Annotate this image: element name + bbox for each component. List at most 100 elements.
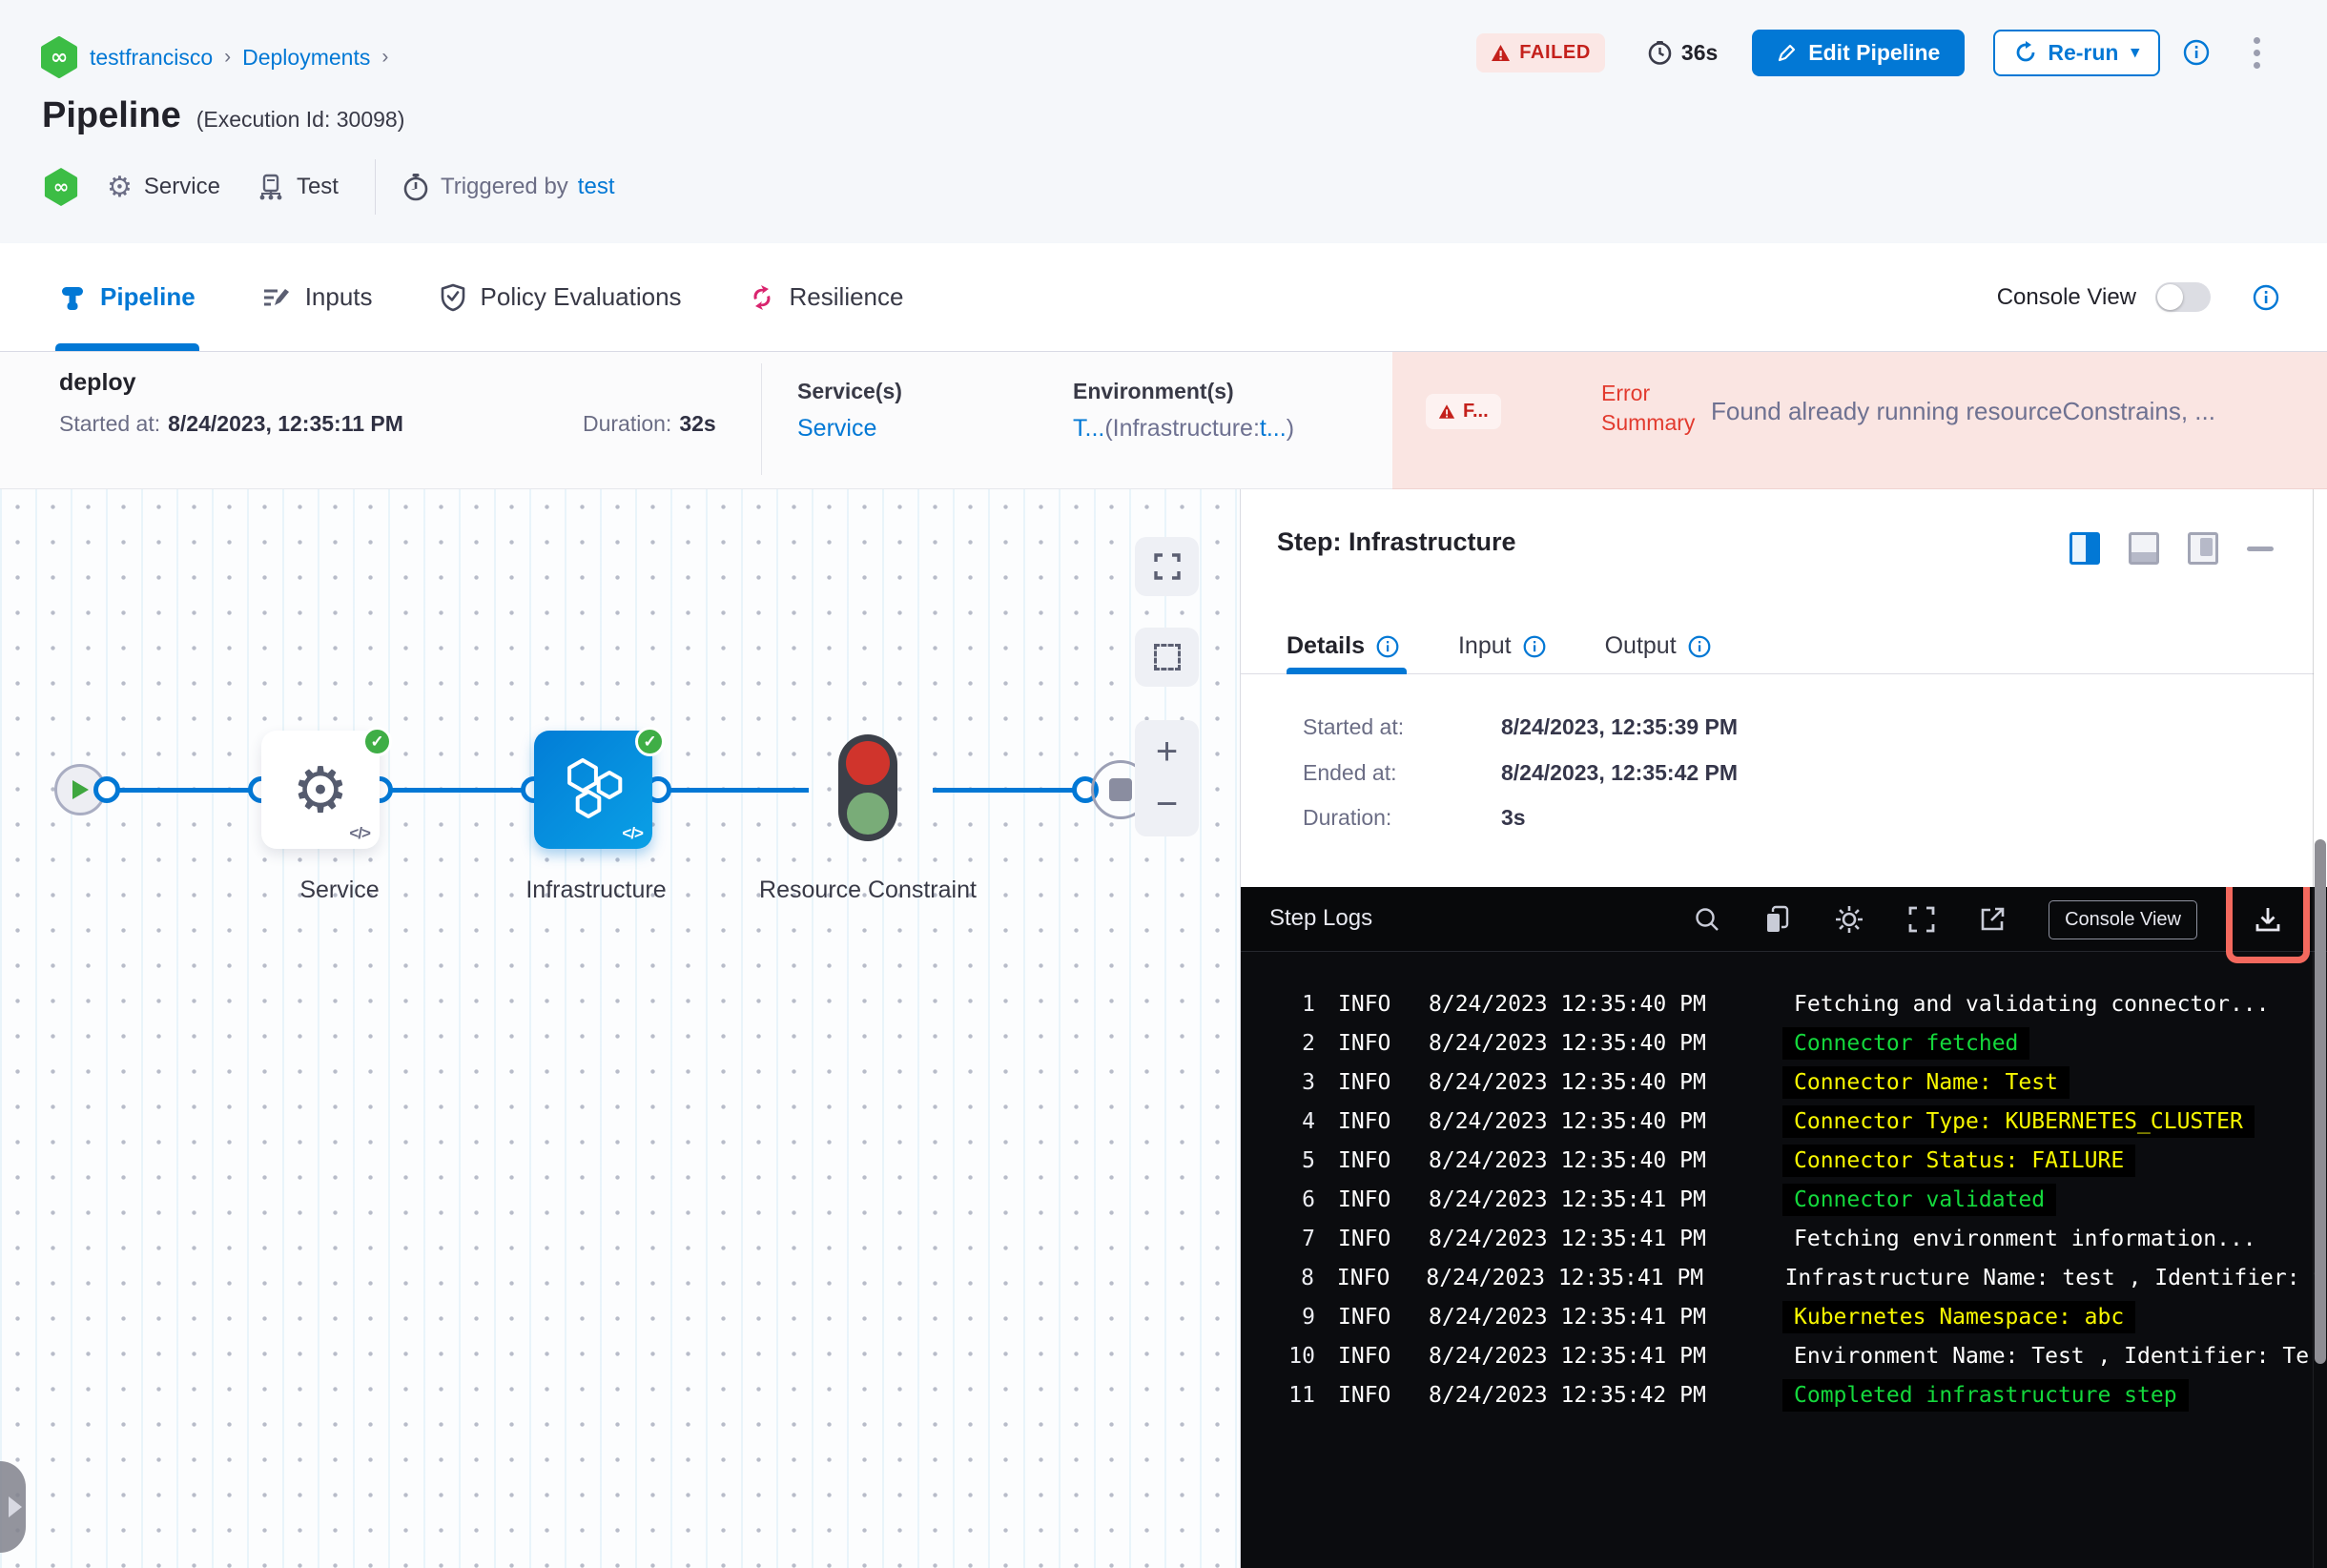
breadcrumb-separator-icon: › <box>224 46 232 68</box>
search-icon[interactable] <box>1694 906 1720 933</box>
node-infrastructure[interactable]: </> ✓ <box>534 727 665 849</box>
more-options-menu[interactable] <box>2250 33 2264 72</box>
node-resource-constraint[interactable] <box>838 734 897 841</box>
node-service[interactable]: ⚙ </> ✓ <box>261 727 392 849</box>
service-name[interactable]: Service <box>143 174 220 199</box>
left-panel-expander[interactable] <box>0 1461 26 1553</box>
log-level: INFO <box>1338 1108 1391 1134</box>
breadcrumb-deployments[interactable]: Deployments <box>242 44 371 70</box>
tab-pipeline[interactable]: Pipeline <box>55 243 199 351</box>
download-highlight-box <box>2226 887 2310 963</box>
environment-name[interactable]: Test <box>296 174 339 199</box>
stage-info: deploy Started at: 8/24/2023, 12:35:11 PM… <box>0 352 1392 489</box>
execution-tab-bar: Pipeline Inputs Policy Evaluations Resil… <box>0 243 2327 352</box>
tab-output[interactable]: Output <box>1605 619 1711 673</box>
play-icon <box>72 780 89 799</box>
console-view-toggle[interactable] <box>2155 282 2211 312</box>
log-line[interactable]: 10 INFO 8/24/2023 12:35:41 PM Environmen… <box>1241 1336 2327 1375</box>
info-icon[interactable] <box>2253 284 2279 311</box>
header-actions: FAILED 36s Edit Pipeline Re-run ▾ <box>1476 29 2264 76</box>
log-line[interactable]: 7 INFO 8/24/2023 12:35:41 PM Fetching en… <box>1241 1219 2327 1258</box>
log-timestamp: 8/24/2023 12:35:41 PM <box>1429 1226 1706 1251</box>
tab-input[interactable]: Input <box>1458 619 1546 673</box>
infrastructure-link[interactable]: t... <box>1259 415 1287 442</box>
log-level: INFO <box>1336 1265 1390 1290</box>
canvas-select-button[interactable] <box>1135 628 1199 687</box>
graph-edge <box>80 788 261 793</box>
open-in-new-icon[interactable] <box>1978 905 2007 934</box>
tab-inputs[interactable]: Inputs <box>262 243 373 351</box>
error-summary-message[interactable]: Found already running resourceConstrains… <box>1711 397 2215 425</box>
info-icon <box>1376 635 1399 657</box>
breadcrumb: ∞ testfrancisco › Deployments › <box>40 36 388 78</box>
log-line[interactable]: 1 INFO 8/24/2023 12:35:40 PM Fetching an… <box>1241 984 2327 1023</box>
layout-horizontal-split-icon[interactable] <box>2129 532 2159 565</box>
tab-resilience[interactable]: Resilience <box>749 243 903 351</box>
log-level: INFO <box>1338 1069 1391 1095</box>
log-rows[interactable]: 1 INFO 8/24/2023 12:35:40 PM Fetching an… <box>1241 952 2327 1568</box>
log-line[interactable]: 9 INFO 8/24/2023 12:35:41 PM Kubernetes … <box>1241 1297 2327 1336</box>
log-line[interactable]: 5 INFO 8/24/2023 12:35:40 PM Connector S… <box>1241 1141 2327 1180</box>
graph-edge <box>380 788 534 793</box>
pipeline-graph-canvas[interactable]: ⚙ </> ✓ Service </> ✓ Infrastructure Res… <box>0 489 1240 1568</box>
edge-port <box>93 776 120 803</box>
execution-id: (Execution Id: 30098) <box>196 107 405 132</box>
status-badge: FAILED <box>1476 32 1605 72</box>
environments-label: Environment(s) <box>1073 379 1234 403</box>
page-title: Pipeline <box>42 95 181 135</box>
info-icon[interactable] <box>2183 39 2210 66</box>
log-timestamp: 8/24/2023 12:35:41 PM <box>1429 1186 1706 1212</box>
layout-vertical-split-icon[interactable] <box>2070 532 2100 565</box>
log-message: Completed infrastructure step <box>1782 1378 2189 1412</box>
node-label-service: Service <box>299 877 380 903</box>
log-message: Connector Status: FAILURE <box>1782 1144 2136 1177</box>
stage-started-at: Started at: 8/24/2023, 12:35:11 PM <box>59 411 403 436</box>
edit-pipeline-button[interactable]: Edit Pipeline <box>1752 29 1966 76</box>
log-message: Infrastructure Name: test , Identifier: … <box>1784 1265 2327 1290</box>
log-line[interactable]: 8 INFO 8/24/2023 12:35:41 PM Infrastruct… <box>1241 1258 2327 1297</box>
log-line[interactable]: 11 INFO 8/24/2023 12:35:42 PM Completed … <box>1241 1375 2327 1414</box>
fullscreen-icon <box>1153 553 1181 580</box>
layout-drawer-icon[interactable] <box>2188 532 2218 565</box>
log-message: Connector Name: Test <box>1782 1065 2070 1099</box>
zoom-out-button[interactable]: − <box>1155 783 1179 826</box>
svg-text:∞: ∞ <box>53 175 69 197</box>
marquee-icon <box>1153 644 1181 671</box>
zoom-in-button[interactable]: + <box>1155 730 1179 773</box>
fullscreen-icon[interactable] <box>1907 905 1936 934</box>
tab-policy-evaluations[interactable]: Policy Evaluations <box>440 243 682 351</box>
download-icon[interactable] <box>2252 903 2284 936</box>
log-line-number: 11 <box>1288 1382 1315 1408</box>
inputs-icon <box>263 288 289 305</box>
gear-icon: ⚙ <box>292 754 349 825</box>
log-line[interactable]: 4 INFO 8/24/2023 12:35:40 PM Connector T… <box>1241 1102 2327 1141</box>
canvas-fullscreen-button[interactable] <box>1135 537 1199 596</box>
gear-icon[interactable] <box>1833 903 1865 936</box>
service-link[interactable]: Service <box>797 415 877 442</box>
trigger-user-link[interactable]: test <box>577 174 615 199</box>
pipeline-meta-row: ∞ ⚙ Service Test Triggered by test <box>42 159 615 215</box>
graph-edge <box>658 788 809 793</box>
environment-link[interactable]: T... <box>1073 415 1105 442</box>
panel-layout-controls <box>2070 532 2274 565</box>
log-line-number: 9 <box>1302 1304 1315 1330</box>
tab-details[interactable]: Details <box>1287 619 1407 674</box>
log-line[interactable]: 2 INFO 8/24/2023 12:35:40 PM Connector f… <box>1241 1023 2327 1063</box>
log-line[interactable]: 6 INFO 8/24/2023 12:35:41 PM Connector v… <box>1241 1180 2327 1219</box>
console-view-button[interactable]: Console View <box>2049 899 2197 939</box>
log-level: INFO <box>1338 1226 1391 1251</box>
log-line-number: 2 <box>1302 1030 1315 1056</box>
step-logs-header: Step Logs <box>1241 887 2327 963</box>
minimize-panel-icon[interactable] <box>2247 546 2274 551</box>
log-line[interactable]: 3 INFO 8/24/2023 12:35:40 PM Connector N… <box>1241 1063 2327 1102</box>
log-line-number: 10 <box>1288 1343 1315 1369</box>
scrollbar-thumb[interactable] <box>2315 839 2326 1364</box>
harness-module-icon: ∞ <box>42 166 80 208</box>
copy-icon[interactable] <box>1762 904 1791 935</box>
resilience-icon <box>753 284 770 310</box>
breadcrumb-project[interactable]: testfrancisco <box>90 44 214 70</box>
step-logs-toolbar: Console View <box>1694 887 2310 963</box>
rerun-button[interactable]: Re-run ▾ <box>1993 29 2160 76</box>
log-timestamp: 8/24/2023 12:35:40 PM <box>1429 1147 1706 1173</box>
step-panel-title: Step: Infrastructure <box>1277 527 1516 556</box>
